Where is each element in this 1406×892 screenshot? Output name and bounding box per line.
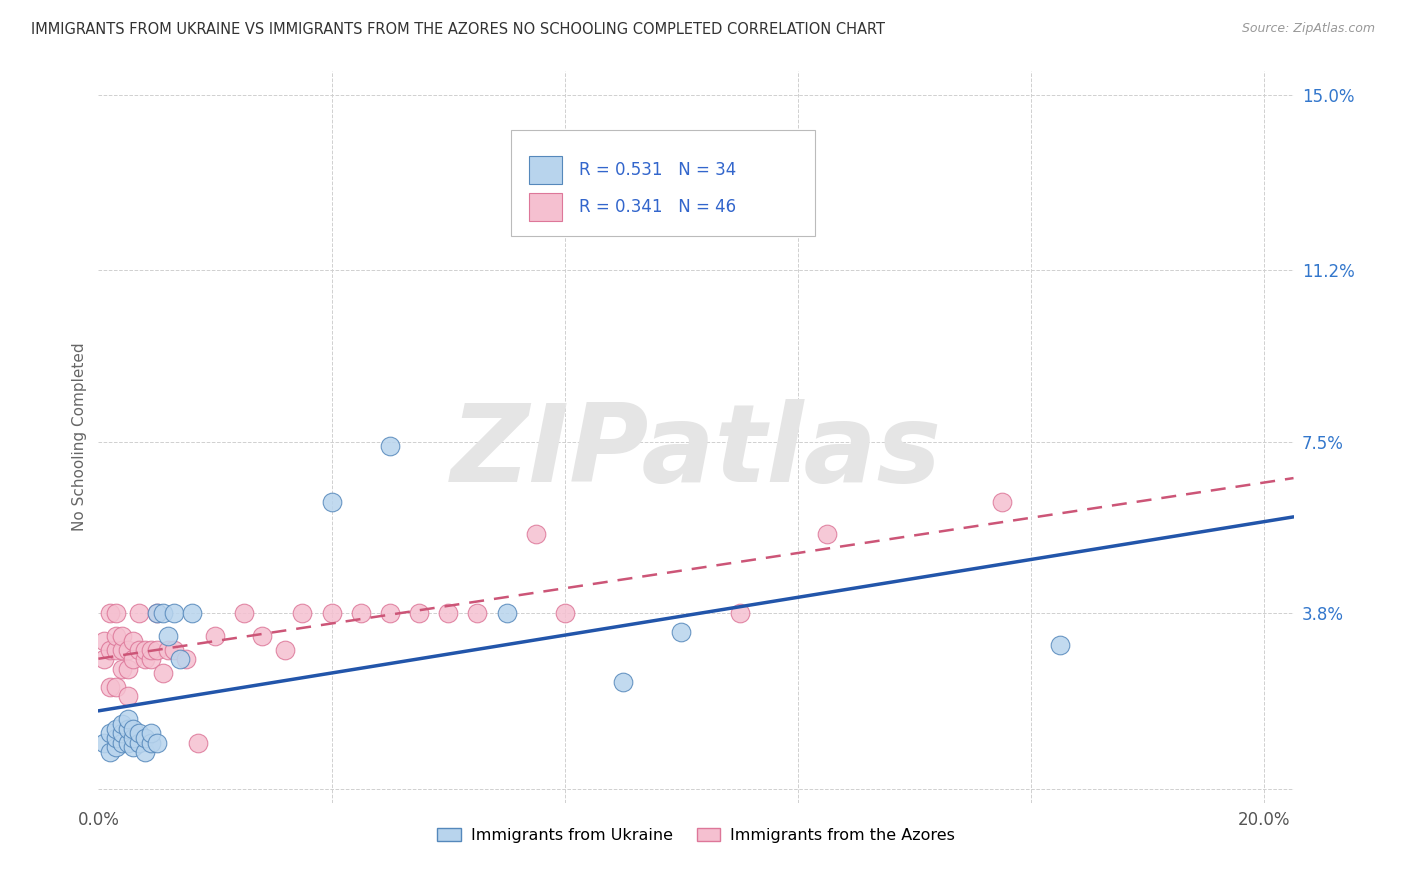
Point bbox=[350, 606, 373, 620]
Point bbox=[134, 731, 156, 745]
Point bbox=[163, 606, 186, 620]
Point bbox=[467, 606, 489, 620]
Point bbox=[408, 606, 430, 620]
Point bbox=[991, 495, 1014, 509]
Point bbox=[134, 652, 156, 666]
Point bbox=[274, 643, 297, 657]
Point bbox=[378, 606, 401, 620]
Point bbox=[612, 675, 634, 690]
Point bbox=[104, 629, 127, 643]
Point bbox=[145, 606, 167, 620]
Point bbox=[93, 652, 115, 666]
Text: R = 0.341   N = 46: R = 0.341 N = 46 bbox=[579, 198, 735, 216]
Point bbox=[139, 736, 162, 750]
Point bbox=[163, 643, 186, 657]
Point bbox=[152, 606, 174, 620]
Text: IMMIGRANTS FROM UKRAINE VS IMMIGRANTS FROM THE AZORES NO SCHOOLING COMPLETED COR: IMMIGRANTS FROM UKRAINE VS IMMIGRANTS FR… bbox=[31, 22, 884, 37]
Point bbox=[128, 606, 150, 620]
Point bbox=[157, 643, 180, 657]
Point bbox=[1049, 639, 1071, 653]
Point bbox=[437, 606, 460, 620]
Point bbox=[98, 745, 121, 759]
Point bbox=[98, 680, 121, 694]
Point bbox=[122, 722, 145, 736]
Point bbox=[111, 717, 134, 731]
Point bbox=[321, 495, 343, 509]
Point bbox=[104, 722, 127, 736]
Point bbox=[524, 527, 547, 541]
Point bbox=[139, 652, 162, 666]
Point bbox=[117, 713, 139, 727]
Point bbox=[117, 661, 139, 675]
Point bbox=[128, 736, 150, 750]
Point bbox=[321, 606, 343, 620]
Point bbox=[111, 736, 134, 750]
Point bbox=[111, 661, 134, 675]
Point bbox=[152, 666, 174, 681]
Point bbox=[495, 606, 517, 620]
Point bbox=[157, 629, 180, 643]
Point bbox=[134, 745, 156, 759]
Point bbox=[98, 643, 121, 657]
Point bbox=[180, 606, 202, 620]
Point bbox=[104, 606, 127, 620]
Text: Source: ZipAtlas.com: Source: ZipAtlas.com bbox=[1241, 22, 1375, 36]
Point bbox=[233, 606, 256, 620]
Point bbox=[169, 652, 191, 666]
Point bbox=[122, 652, 145, 666]
Bar bbox=[529, 156, 562, 184]
Point bbox=[111, 726, 134, 740]
Point bbox=[134, 643, 156, 657]
Point bbox=[117, 736, 139, 750]
Point bbox=[104, 740, 127, 755]
Text: R = 0.531   N = 34: R = 0.531 N = 34 bbox=[579, 161, 737, 179]
Point bbox=[93, 736, 115, 750]
Point bbox=[145, 643, 167, 657]
Point bbox=[117, 643, 139, 657]
Point bbox=[122, 731, 145, 745]
Point bbox=[93, 633, 115, 648]
Y-axis label: No Schooling Completed: No Schooling Completed bbox=[72, 343, 87, 532]
Point bbox=[98, 726, 121, 740]
FancyBboxPatch shape bbox=[510, 130, 815, 235]
Point bbox=[111, 629, 134, 643]
Point bbox=[186, 736, 208, 750]
Point bbox=[104, 680, 127, 694]
Point bbox=[728, 606, 751, 620]
Point bbox=[250, 629, 273, 643]
Point bbox=[554, 606, 576, 620]
Legend: Immigrants from Ukraine, Immigrants from the Azores: Immigrants from Ukraine, Immigrants from… bbox=[430, 822, 962, 850]
Point bbox=[122, 633, 145, 648]
Point bbox=[671, 624, 693, 639]
Point bbox=[122, 740, 145, 755]
Point bbox=[815, 527, 838, 541]
Point bbox=[111, 643, 134, 657]
Point bbox=[291, 606, 314, 620]
Point bbox=[378, 439, 401, 453]
Point bbox=[139, 726, 162, 740]
Point bbox=[98, 606, 121, 620]
Point bbox=[104, 643, 127, 657]
Point bbox=[145, 606, 167, 620]
Point bbox=[204, 629, 226, 643]
Point bbox=[117, 722, 139, 736]
Point bbox=[117, 690, 139, 704]
Text: ZIPatlas: ZIPatlas bbox=[450, 399, 942, 505]
Point bbox=[174, 652, 197, 666]
Bar bbox=[529, 193, 562, 220]
Point bbox=[139, 643, 162, 657]
Point bbox=[128, 726, 150, 740]
Point bbox=[145, 736, 167, 750]
Point bbox=[128, 643, 150, 657]
Point bbox=[104, 731, 127, 745]
